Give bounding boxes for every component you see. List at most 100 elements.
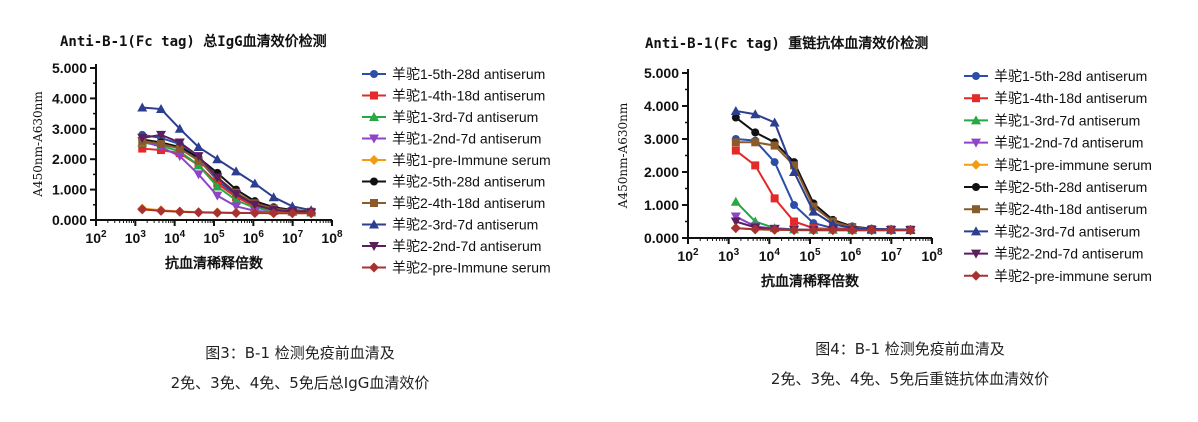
data-point: [751, 138, 760, 147]
series-line: [735, 227, 911, 232]
data-point: [212, 154, 223, 164]
data-point: [231, 190, 242, 200]
legend-label: 羊驼1-2nd-7d antiserum: [392, 131, 541, 147]
data-point: [730, 196, 741, 206]
x-tick-label: 108: [321, 229, 343, 246]
legend-label: 羊驼1-2nd-7d antiserum: [994, 135, 1143, 151]
data-point: [769, 117, 780, 127]
legend-label: 羊驼2-3rd-7d antiserum: [994, 223, 1140, 239]
legend-item: 羊驼1-5th-28d antiserum: [964, 68, 1147, 84]
legend-marker: [971, 226, 981, 236]
series-10: [730, 223, 916, 236]
legend-item: 羊驼1-3rd-7d antiserum: [964, 112, 1140, 128]
data-point: [730, 105, 741, 115]
data-point: [770, 141, 779, 150]
legend-marker: [370, 70, 378, 78]
chart-title: Anti-B-1(Fc tag) 总IgG血清效价检测: [60, 33, 327, 50]
data-point: [249, 200, 260, 210]
legend-item: 羊驼1-2nd-7d antiserum: [964, 135, 1143, 151]
data-point: [193, 152, 204, 162]
x-axis-label: 抗血清稀释倍数: [761, 273, 860, 290]
data-point: [750, 224, 761, 235]
data-point: [193, 207, 204, 218]
data-point: [249, 178, 260, 188]
data-point: [156, 205, 167, 216]
legend-label: 羊驼1-4th-18d antiserum: [994, 90, 1147, 106]
data-point: [174, 138, 185, 148]
legend-label: 羊驼2-2nd-7d antiserum: [994, 246, 1143, 262]
x-tick-label: 103: [718, 247, 740, 264]
data-point: [905, 225, 916, 236]
y-tick-label: 3.000: [644, 131, 679, 147]
caption-line-1: 图4：B-1 检测免疫前血清及: [815, 340, 1005, 358]
data-point: [137, 133, 148, 143]
legend-item: 羊驼2-pre-immune serum: [964, 268, 1152, 284]
legend-label: 羊驼2-5th-28d antiserum: [392, 174, 545, 190]
legend-marker: [972, 94, 980, 103]
data-point: [156, 130, 167, 140]
chart-total-igg: Anti-B-1(Fc tag) 总IgG血清效价检测 0.000 1.000 2.0…: [31, 33, 551, 276]
caption-line-1: 图3：B-1 检测免疫前血清及: [205, 344, 395, 362]
series-line: [142, 106, 312, 212]
x-tick-label: 105: [203, 229, 225, 246]
series-2: [731, 146, 915, 234]
x-tick-label: 102: [677, 247, 699, 264]
data-point: [212, 181, 223, 191]
data-point: [137, 102, 148, 112]
legend-label: 羊驼2-pre-Immune serum: [392, 260, 551, 276]
x-tick-label: 106: [840, 247, 862, 264]
legend-item: 羊驼2-4th-18d antiserum: [964, 201, 1147, 217]
data-point: [769, 224, 780, 235]
data-point: [808, 206, 819, 216]
data-point: [287, 208, 298, 219]
legend-label: 羊驼1-5th-28d antiserum: [392, 66, 545, 82]
data-point: [212, 207, 223, 218]
x-tick-label: 102: [85, 229, 107, 246]
y-tick-label: 5.000: [52, 60, 87, 76]
x-axis-label: 抗血清稀释倍数: [165, 255, 264, 272]
figure-3-caption: 图3：B-1 检测免疫前血清及 2免、3免、4免、5免后总IgG血清效价: [90, 338, 510, 398]
legend-label: 羊驼1-pre-immune serum: [994, 157, 1152, 173]
data-point: [193, 160, 204, 170]
data-point: [174, 123, 185, 133]
y-tick-label: 0.000: [644, 230, 679, 246]
data-point: [212, 191, 223, 201]
data-point: [156, 104, 167, 114]
data-point: [731, 146, 740, 155]
data-point: [212, 173, 223, 183]
legend-item: 羊驼1-4th-18d antiserum: [964, 90, 1147, 106]
legend-marker: [369, 112, 379, 121]
legend-item: 羊驼2-4th-18d antiserum: [362, 195, 545, 211]
data-point: [174, 206, 185, 217]
series-line: [735, 138, 911, 231]
y-tick-label: 4.000: [644, 98, 679, 114]
data-point: [827, 219, 838, 229]
legend-marker: [369, 219, 379, 229]
data-point: [175, 144, 184, 153]
legend-item: 羊驼2-3rd-7d antiserum: [964, 223, 1140, 239]
legend-item: 羊驼2-5th-28d antiserum: [362, 174, 545, 190]
x-tick-label: 106: [243, 229, 265, 246]
legend-item: 羊驼1-4th-18d antiserum: [362, 88, 545, 104]
legend-label: 羊驼1-3rd-7d antiserum: [392, 109, 538, 125]
legend-marker: [370, 91, 378, 100]
legend-marker: [971, 249, 981, 259]
series-line: [142, 138, 312, 213]
legend-label: 羊驼2-4th-18d antiserum: [994, 201, 1147, 217]
legend-label: 羊驼2-5th-28d antiserum: [994, 179, 1147, 195]
data-point: [789, 225, 800, 236]
legend-marker: [972, 205, 980, 214]
data-point: [231, 202, 242, 212]
data-point: [790, 161, 799, 170]
data-point: [886, 225, 897, 236]
series-line: [735, 141, 911, 231]
y-tick-label: 2.000: [52, 151, 87, 167]
data-point: [866, 225, 877, 236]
data-point: [137, 204, 148, 215]
y-tick-label: 1.000: [52, 182, 87, 198]
data-point: [231, 208, 242, 219]
data-point: [249, 208, 260, 219]
chart-title: Anti-B-1(Fc tag) 重链抗体血清效价检测: [645, 35, 928, 52]
series-line: [142, 208, 312, 215]
series-10: [137, 204, 317, 219]
